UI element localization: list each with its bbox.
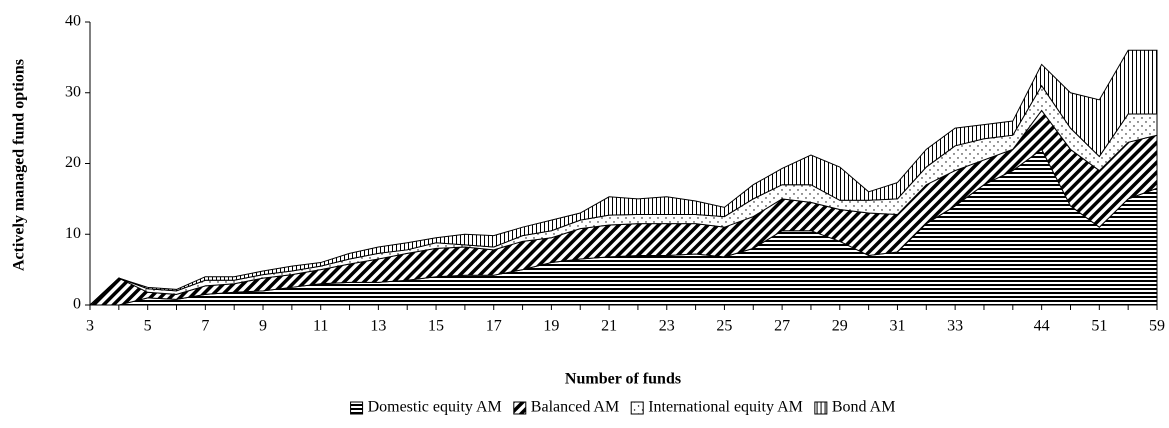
y-tick-label: 40: [65, 13, 81, 30]
legend-swatch: [814, 401, 828, 415]
x-tick-label: 11: [313, 318, 328, 335]
legend-swatch: [350, 401, 364, 415]
y-axis-title: Actively managed fund options: [11, 59, 28, 271]
x-tick-label: 33: [947, 318, 963, 335]
x-tick-label: 7: [201, 318, 209, 335]
legend-label: International equity AM: [648, 399, 803, 416]
x-tick-label: 3: [86, 318, 94, 335]
y-tick-label: 20: [65, 154, 81, 171]
x-tick-label: 9: [259, 318, 267, 335]
legend-label: Balanced AM: [531, 399, 619, 416]
x-tick-label: 15: [428, 318, 444, 335]
x-tick-label: 27: [774, 318, 790, 335]
x-tick-label: 19: [543, 318, 559, 335]
legend-swatch: [513, 401, 527, 415]
x-tick-label: 59: [1149, 318, 1165, 335]
x-tick-label: 23: [659, 318, 675, 335]
legend-label: Domestic equity AM: [368, 399, 502, 416]
x-tick-label: 51: [1091, 318, 1107, 335]
x-tick-label: 5: [144, 318, 152, 335]
y-tick-label: 0: [73, 296, 81, 313]
x-tick-label: 25: [716, 318, 732, 335]
area: [89, 49, 1158, 306]
x-tick-label: 17: [486, 318, 502, 335]
x-axis-title: Number of funds: [565, 371, 681, 388]
x-tick-label: 29: [832, 318, 848, 335]
x-tick-label: 44: [1034, 318, 1050, 335]
legend-label: Bond AM: [832, 399, 896, 416]
legend: Domestic equity AM Balanced AM Internation…: [350, 399, 896, 416]
x-tick-label: 31: [889, 318, 905, 335]
y-tick-label: 30: [65, 83, 81, 100]
x-tick-label: 13: [370, 318, 386, 335]
y-tick-label: 10: [65, 225, 81, 242]
legend-swatch: [630, 401, 644, 415]
x-tick-label: 21: [601, 318, 617, 335]
